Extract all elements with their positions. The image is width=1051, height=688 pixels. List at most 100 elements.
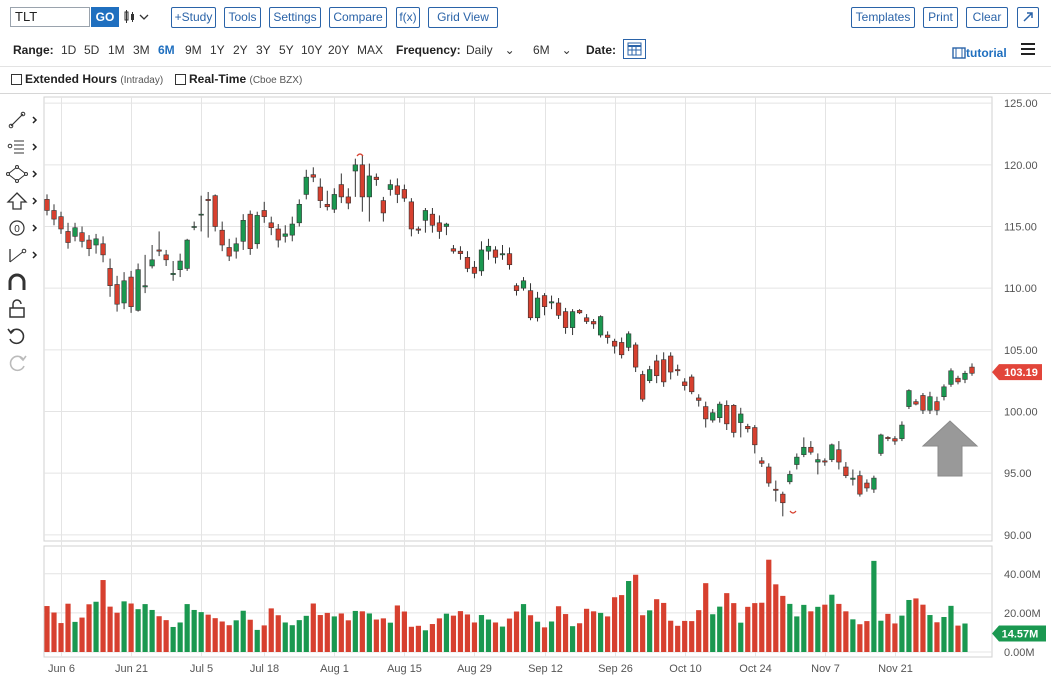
period-select[interactable]: 6M ⌄ (533, 43, 572, 57)
last-price-badge (992, 364, 1042, 381)
candle-body (724, 405, 730, 425)
range-max[interactable]: MAX (357, 43, 384, 57)
range-5y[interactable]: 5Y (279, 43, 294, 57)
range-2y[interactable]: 2Y (233, 43, 248, 57)
expand-button[interactable] (1017, 7, 1039, 28)
volume-bar (121, 601, 127, 652)
volume-bar (829, 594, 835, 652)
candle-body (752, 427, 758, 446)
settings-button[interactable]: Settings (269, 7, 321, 28)
date-tick-label: Nov 7 (811, 663, 840, 675)
range-3y[interactable]: 3Y (256, 43, 271, 57)
volume-bar (759, 602, 765, 652)
candle-body (429, 213, 436, 226)
range-1y[interactable]: 1Y (210, 43, 225, 57)
candle-body (773, 488, 779, 491)
candle-body (464, 257, 471, 269)
fib-icon[interactable] (7, 140, 38, 154)
candle-body (142, 285, 148, 288)
real-time-label: Real-Time (Cboe BZX) (189, 72, 303, 86)
volume-bar (892, 623, 898, 652)
unlock-icon[interactable] (9, 299, 25, 318)
candle-body (401, 189, 407, 199)
real-time-checkbox[interactable] (175, 74, 186, 85)
candle-body (696, 397, 702, 401)
go-button[interactable]: GO (91, 7, 119, 27)
zero-icon[interactable]: 0 (9, 220, 38, 236)
date-tick-label: Aug 29 (457, 663, 492, 675)
candle-body (513, 285, 520, 291)
range-3m[interactable]: 3M (133, 43, 150, 57)
volume-bar (380, 618, 386, 652)
candle-body (569, 311, 576, 328)
candle-body (948, 370, 954, 385)
range-6m[interactable]: 6M (158, 43, 175, 57)
date-tick-label: Sep 26 (598, 663, 633, 675)
volume-bar (661, 602, 667, 652)
volume-bar (352, 610, 358, 652)
volume-bar (219, 621, 225, 652)
candle-body (394, 185, 400, 195)
range-1d[interactable]: 1D (61, 43, 77, 57)
candle-body (219, 229, 225, 246)
volume-bar (429, 624, 436, 652)
drawing-toolbar: 0 (0, 96, 42, 688)
date-picker-button[interactable] (623, 39, 646, 59)
tools-button[interactable]: Tools (224, 7, 261, 28)
candlesticks (44, 154, 975, 517)
magnet-icon[interactable] (8, 273, 26, 290)
volume-bar (331, 616, 337, 652)
candle-body (576, 310, 583, 314)
grid-view-button[interactable]: Grid View (428, 7, 498, 28)
range-5d[interactable]: 5D (84, 43, 100, 57)
volume-bar (156, 616, 162, 652)
print-button[interactable]: Print (923, 7, 958, 28)
measure-icon[interactable] (9, 248, 38, 263)
candle-body (135, 269, 141, 311)
volume-bar (822, 604, 828, 652)
candle-body (100, 243, 106, 256)
chart-type-selector[interactable] (124, 9, 152, 25)
range-1m[interactable]: 1M (108, 43, 125, 57)
candle-body (871, 477, 877, 490)
range-10y[interactable]: 10Y (301, 43, 323, 57)
period-high-marker (356, 153, 364, 157)
last-volume-badge (992, 625, 1046, 642)
volume-bar (590, 611, 597, 652)
line-draw-icon[interactable] (8, 111, 38, 129)
clear-button[interactable]: Clear (966, 7, 1008, 28)
candle-body (331, 194, 337, 210)
frequency-label: Frequency: (396, 43, 461, 57)
candle-body (899, 424, 905, 439)
volume-bar (836, 603, 842, 652)
volume-bar (51, 612, 57, 652)
candle-body (170, 273, 176, 275)
function-button[interactable]: f(x) (396, 7, 420, 28)
volume-bar (696, 610, 702, 652)
redo-icon[interactable] (9, 355, 27, 372)
frequency-select[interactable]: Daily ⌄ (466, 43, 515, 57)
price-tick-label: 120.00 (1004, 160, 1038, 172)
volume-bar (254, 629, 260, 652)
volume-bar (605, 616, 611, 652)
candle-body (794, 456, 800, 465)
range-9m[interactable]: 9M (185, 43, 202, 57)
templates-button[interactable]: Templates (851, 7, 915, 28)
menu-button[interactable] (1021, 43, 1035, 55)
compare-button[interactable]: Compare (329, 7, 387, 28)
symbol-input[interactable]: TLT (10, 7, 90, 27)
tutorial-link[interactable]: tutorial (952, 45, 1007, 60)
add-study-button[interactable]: +Study (171, 7, 216, 28)
extended-hours-checkbox[interactable] (11, 74, 22, 85)
volume-panel-frame (43, 545, 993, 658)
range-20y[interactable]: 20Y (328, 43, 350, 57)
volume-bar (724, 593, 730, 652)
undo-icon[interactable] (7, 328, 25, 345)
ellipse-icon[interactable] (6, 165, 38, 183)
price-panel-frame (43, 96, 993, 542)
candle-body (843, 466, 849, 476)
volume-bar (44, 606, 50, 652)
arrow-up-icon[interactable] (6, 192, 38, 210)
volume-bar (247, 619, 253, 652)
